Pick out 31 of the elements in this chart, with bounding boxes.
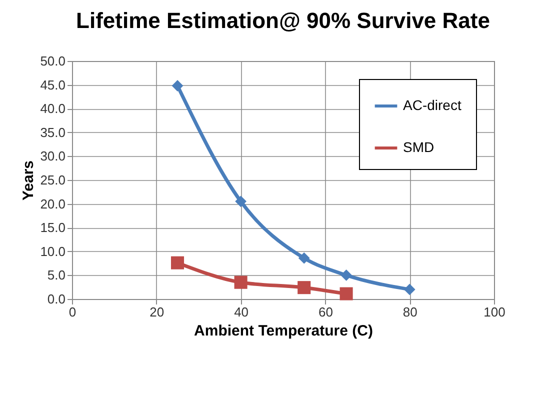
y-tick-label: 45.0 (40, 77, 66, 92)
chart-title: Lifetime Estimation@ 90% Survive Rate (76, 8, 490, 33)
y-tick-label: 35.0 (40, 124, 66, 140)
y-tick-label: 5.0 (47, 268, 66, 283)
y-tick-label: 20.0 (40, 196, 66, 212)
x-tick-label: 20 (150, 304, 164, 320)
x-tick-label: 40 (234, 304, 249, 320)
point (340, 270, 352, 281)
point (298, 281, 311, 294)
point (340, 287, 353, 300)
point (298, 252, 310, 264)
legend-label: AC-direct (403, 97, 462, 113)
x-tick-label: 100 (484, 304, 506, 320)
y-tick-label: 50.0 (40, 54, 66, 68)
x-tick-label: 60 (318, 304, 333, 320)
y-tick-label: 0.0 (47, 292, 66, 306)
x-tick-label: 0 (68, 304, 76, 320)
x-tick-label: 80 (402, 304, 418, 320)
y-tick-label: 40.0 (40, 101, 66, 116)
x-axis-title: Ambient Temperature (C) (194, 322, 373, 340)
legend-label: SMD (403, 139, 434, 155)
point (235, 196, 246, 208)
point (404, 284, 416, 296)
point (170, 256, 184, 270)
y-tick-label: 30.0 (40, 148, 66, 164)
y-tick-label: 15.0 (40, 220, 66, 236)
y-tick-label: 10.0 (40, 244, 66, 259)
point (172, 80, 184, 92)
point (234, 276, 248, 289)
y-axis-title: Years (20, 160, 38, 201)
y-tick-label: 25.0 (40, 172, 66, 188)
